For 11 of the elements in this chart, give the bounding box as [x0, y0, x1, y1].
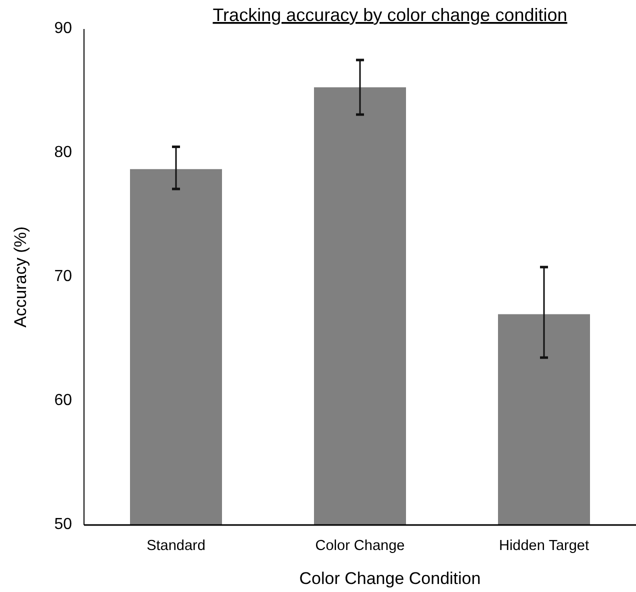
- y-tick-label: 80: [54, 144, 72, 162]
- chart-title: Tracking accuracy by color change condition: [212, 5, 568, 25]
- y-tick-label: 50: [54, 516, 72, 534]
- x-tick-label: Hidden Target: [498, 538, 590, 554]
- x-axis-title: Color Change Condition: [299, 569, 481, 588]
- x-tick-label: Standard: [146, 538, 206, 554]
- y-tick-label: 90: [54, 20, 72, 38]
- y-tick-label: 60: [54, 392, 72, 410]
- x-tick-label: Color Change: [315, 538, 405, 554]
- y-tick-label: 70: [54, 268, 72, 286]
- y-axis-title: Accuracy (%): [11, 226, 30, 328]
